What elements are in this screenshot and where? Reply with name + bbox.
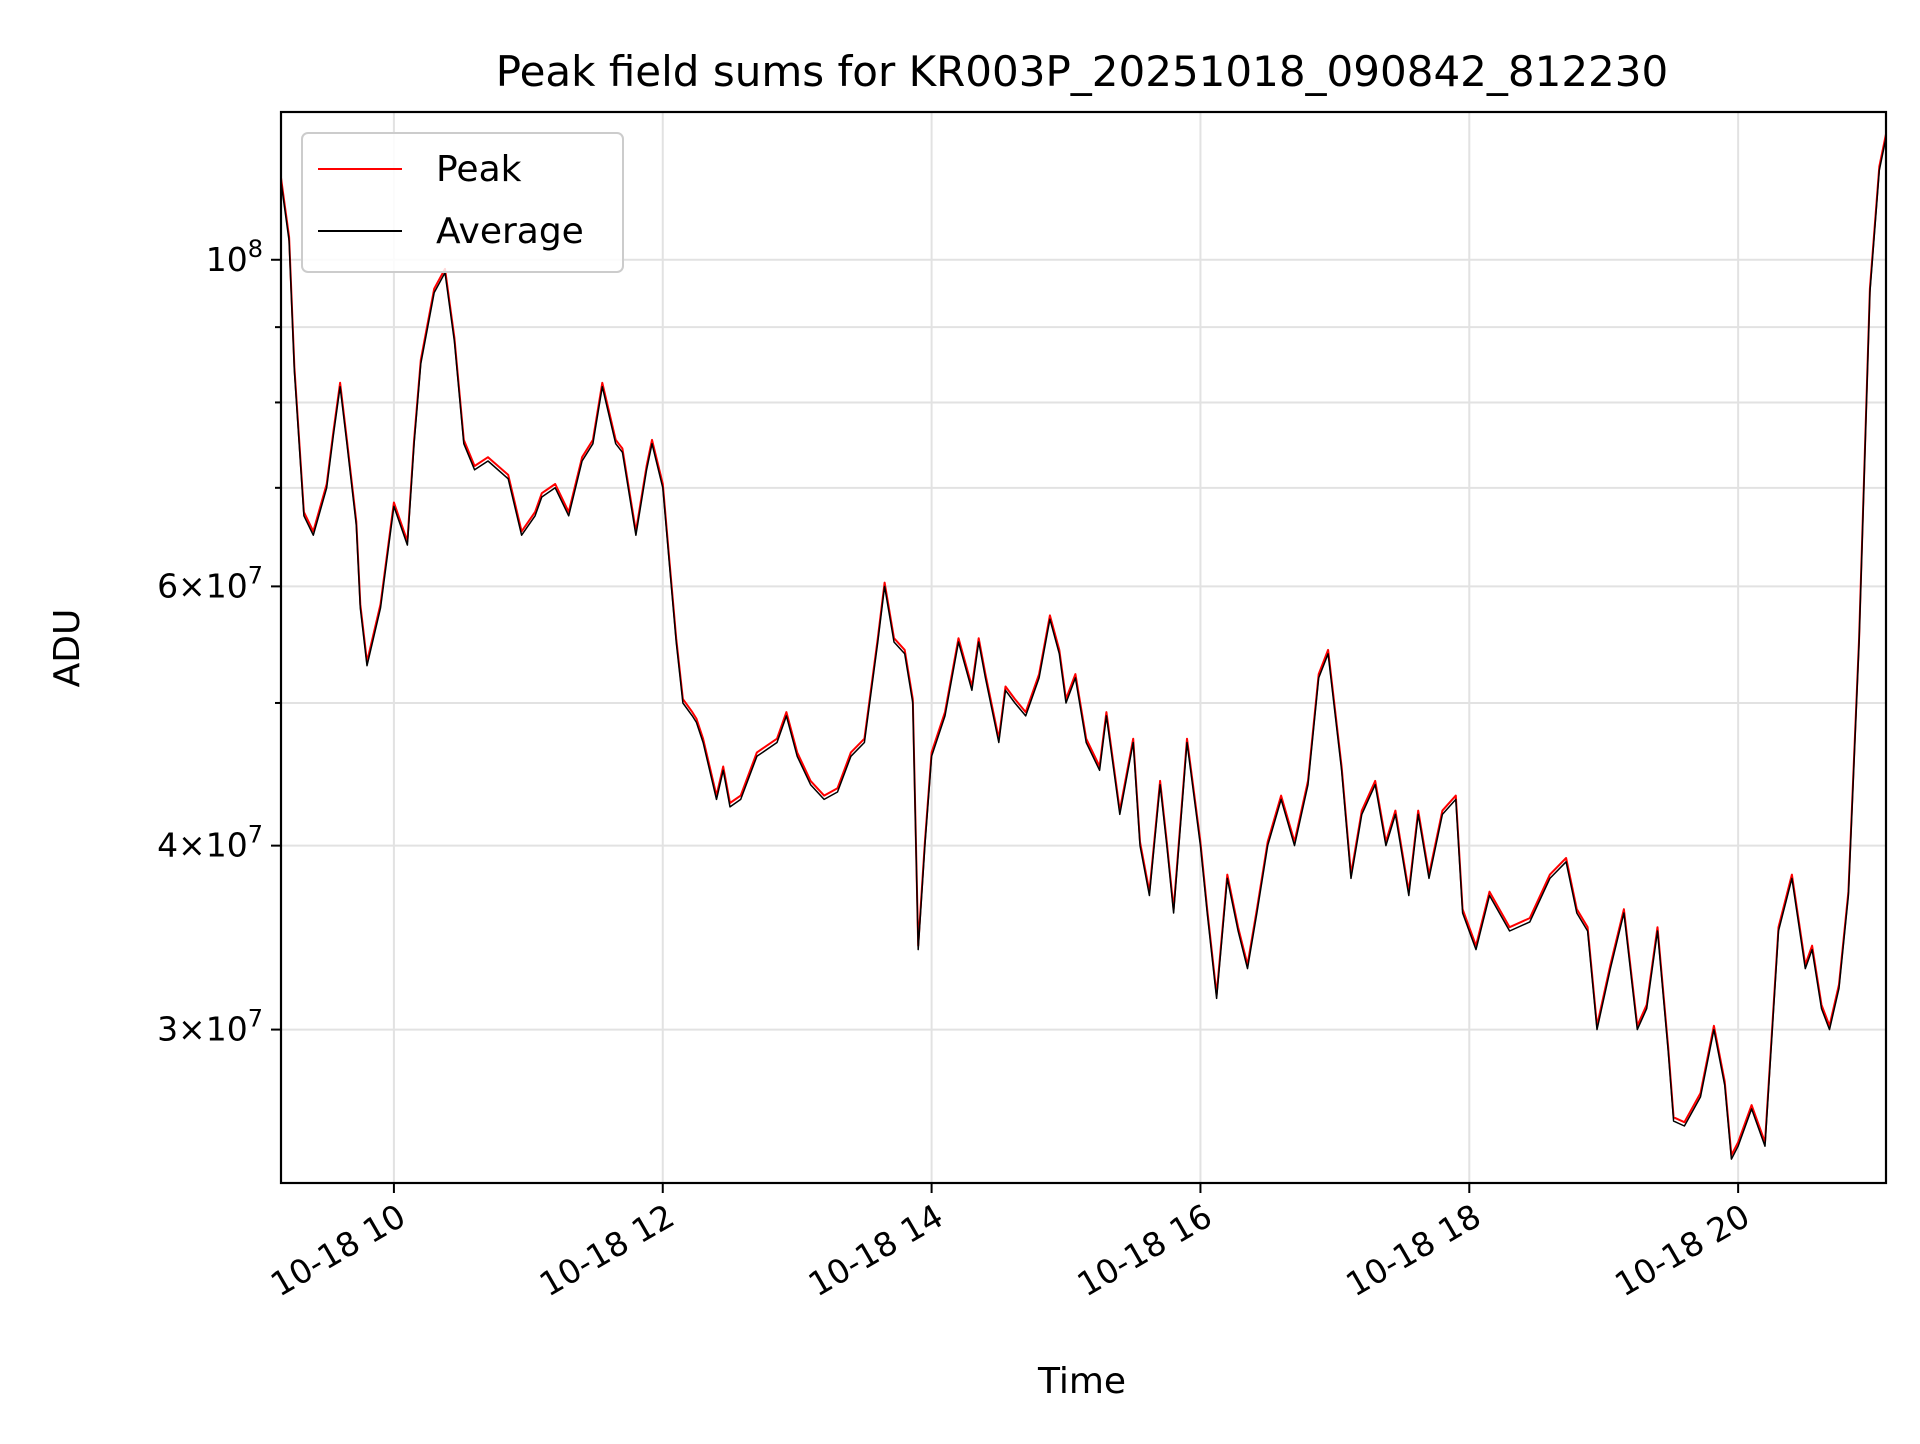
y-tick-label-base: 10 xyxy=(206,566,248,605)
y-tick-label-exp: 7 xyxy=(248,561,263,589)
chart-title: Peak field sums for KR003P_20251018_0908… xyxy=(496,47,1668,96)
legend-box xyxy=(301,132,624,273)
y-tick-label: 108 xyxy=(206,235,263,279)
series-line-peak xyxy=(280,133,1887,1157)
legend-average-label: Average xyxy=(436,211,584,252)
y-tick-label-base: 10 xyxy=(206,1010,248,1049)
legend: Peak Average xyxy=(301,132,624,273)
y-tick-label: 4×107 xyxy=(157,821,263,865)
plot-frame xyxy=(279,110,1888,1185)
y-tick-label-mant: 6× xyxy=(157,566,206,605)
y-tick-label: 6×107 xyxy=(157,561,263,605)
y-tick-label-exp: 8 xyxy=(248,235,263,263)
y-tick-label-mant: 3× xyxy=(157,1010,206,1049)
series-line-average xyxy=(280,137,1887,1160)
y-axis-label: ADU xyxy=(47,609,88,688)
y-tick-label-mant: 4× xyxy=(157,826,206,865)
y-tick-label-base: 10 xyxy=(206,240,248,279)
series-layer xyxy=(280,133,1887,1160)
y-tick-label-base: 10 xyxy=(206,826,248,865)
legend-peak-label: Peak xyxy=(436,149,522,190)
x-axis-label: Time xyxy=(1037,1361,1126,1402)
y-tick-label: 3×107 xyxy=(157,1005,263,1049)
y-tick-label-exp: 7 xyxy=(248,821,263,849)
y-tick-label-exp: 7 xyxy=(248,1005,263,1033)
